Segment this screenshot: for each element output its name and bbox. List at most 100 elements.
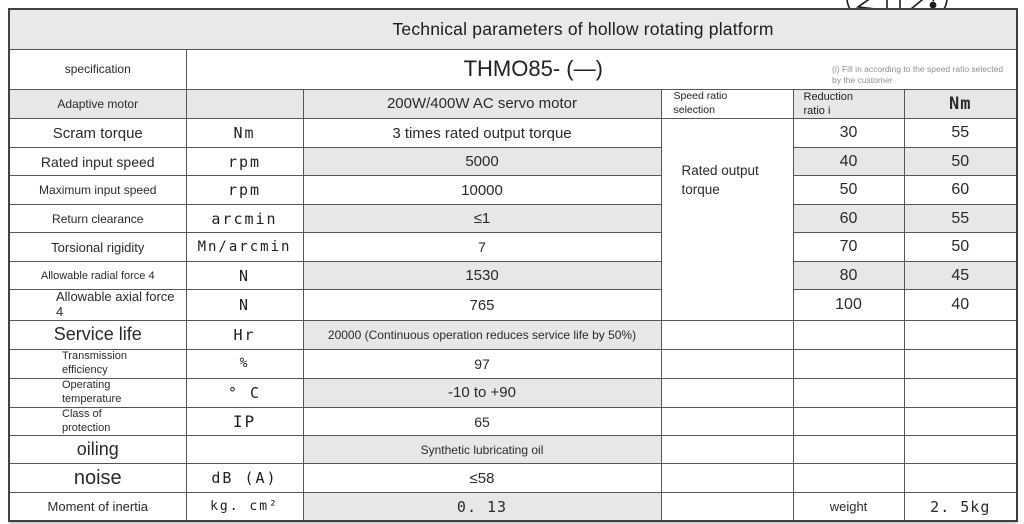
cell-label: Allowable axial force 4 (8, 289, 187, 321)
cell-unit: kg. cm² (185, 492, 304, 522)
specification-row: specification THMO85- (—) (i) Fill in ac… (8, 48, 1018, 90)
specification-label: specification (8, 48, 187, 90)
cell-empty (792, 406, 905, 437)
adaptive-motor-label: Adaptive motor (8, 88, 187, 120)
cell-empty (660, 435, 794, 465)
cell-value: 97 (302, 348, 662, 379)
table-row: Maximum input speed rpm 10000 50 60 (8, 175, 1018, 206)
cell-value: Synthetic lubricating oil (302, 435, 662, 465)
cell-reduction-ratio: 40 (792, 147, 905, 177)
cell-label: Maximum input speed (8, 175, 187, 206)
cell-label: Service life (8, 319, 187, 350)
cell-value: -10 to +90 (302, 377, 662, 408)
cell-empty (660, 377, 794, 408)
cell-output-torque: 50 (903, 147, 1018, 177)
cell-label: Scram torque (8, 118, 187, 149)
cell-label: Operating temperature (8, 377, 187, 408)
weight-label: weight (792, 492, 905, 522)
adaptive-motor-unit-cell (185, 88, 304, 120)
cell-empty (660, 492, 794, 522)
table-row: Torsional rigidity Mn/arcmin 7 70 50 (8, 232, 1018, 263)
cell-unit: IP (185, 406, 304, 437)
cell-empty (903, 463, 1018, 494)
cell-unit: Hr (185, 319, 304, 350)
cell-value: 10000 (302, 175, 662, 206)
weight-value: 2. 5kg (903, 492, 1018, 522)
table-title-cell: Technical parameters of hollow rotating … (8, 8, 1018, 50)
rated-output-torque-cell: Rated output torque (660, 118, 794, 321)
cell-empty (903, 377, 1018, 408)
cell-output-torque: 55 (903, 118, 1018, 149)
cell-label: oiling (8, 435, 187, 465)
cell-value: 5000 (302, 147, 662, 177)
table-row: Service life Hr 20000 (Continuous operat… (8, 319, 1018, 350)
adaptive-motor-value: 200W/400W AC servo motor (302, 88, 662, 120)
table-row: oiling Synthetic lubricating oil (8, 435, 1018, 465)
table-row: Allowable radial force 4 N 1530 80 45 (8, 261, 1018, 291)
cell-unit: ° C (185, 377, 304, 408)
spec-footnote-line1: (i) Fill in according to the speed ratio… (832, 63, 1004, 74)
cell-empty (792, 319, 905, 350)
cell-label: Return clearance (8, 204, 187, 234)
cell-unit: arcmin (185, 204, 304, 234)
adaptive-motor-row: Adaptive motor 200W/400W AC servo motor … (8, 88, 1018, 120)
cell-value: ≤58 (302, 463, 662, 494)
cell-reduction-ratio: 80 (792, 261, 905, 291)
cell-empty (792, 463, 905, 494)
cell-value: ≤1 (302, 204, 662, 234)
cell-label: Transmission efficiency (8, 348, 187, 379)
cell-empty (792, 435, 905, 465)
cell-reduction-ratio: 70 (792, 232, 905, 263)
table-row: Class of protection IP 65 (8, 406, 1018, 437)
cell-empty (660, 406, 794, 437)
cell-reduction-ratio: 60 (792, 204, 905, 234)
cell-empty (903, 348, 1018, 379)
spec-footnote-line2: by the customer (832, 74, 893, 85)
reduction-ratio-header: Reduction ratio i (792, 88, 905, 120)
table-row: Rated input speed rpm 5000 40 50 (8, 147, 1018, 177)
cell-value: 0. 13 (302, 492, 662, 522)
cell-unit (185, 435, 304, 465)
table-row: noise dB (A) ≤58 (8, 463, 1018, 494)
cell-empty (903, 406, 1018, 437)
cell-unit: Mn/arcmin (185, 232, 304, 263)
cell-output-torque: 50 (903, 232, 1018, 263)
table-row: Transmission efficiency % 97 (8, 348, 1018, 379)
cell-empty (903, 435, 1018, 465)
cell-empty (660, 463, 794, 494)
page-title: Technical parameters of hollow rotating … (392, 18, 774, 39)
table-row: Moment of inertia kg. cm² 0. 13 weight 2… (8, 492, 1018, 522)
title-row: Technical parameters of hollow rotating … (8, 8, 1018, 50)
cell-unit: dB (A) (185, 463, 304, 494)
cell-output-torque: 40 (903, 289, 1018, 321)
cell-unit: Nm (185, 118, 304, 149)
cell-label: Rated input speed (8, 147, 187, 177)
cell-value: 1530 (302, 261, 662, 291)
cell-value: 7 (302, 232, 662, 263)
table-row: Allowable axial force 4 N 765 100 40 (8, 289, 1018, 321)
cell-unit: N (185, 261, 304, 291)
cell-label: noise (8, 463, 187, 494)
specification-value-cell: THMO85- (—) (i) Fill in according to the… (185, 48, 1018, 90)
cell-reduction-ratio: 100 (792, 289, 905, 321)
cell-value: 65 (302, 406, 662, 437)
table-row: Operating temperature ° C -10 to +90 (8, 377, 1018, 408)
cell-unit: rpm (185, 175, 304, 206)
cell-label: Allowable radial force 4 (8, 261, 187, 291)
model-number: THMO85- (—) (463, 56, 603, 81)
cell-unit: rpm (185, 147, 304, 177)
cell-empty (660, 319, 794, 350)
cell-empty (660, 348, 794, 379)
cell-empty (792, 377, 905, 408)
cell-output-torque: 45 (903, 261, 1018, 291)
cell-output-torque: 55 (903, 204, 1018, 234)
cell-value: 765 (302, 289, 662, 321)
cell-label: Moment of inertia (8, 492, 187, 522)
cell-reduction-ratio: 30 (792, 118, 905, 149)
cell-unit: N (185, 289, 304, 321)
table-row: Return clearance arcmin ≤1 60 55 (8, 204, 1018, 234)
cell-reduction-ratio: 50 (792, 175, 905, 206)
cell-empty (903, 319, 1018, 350)
cell-empty (792, 348, 905, 379)
